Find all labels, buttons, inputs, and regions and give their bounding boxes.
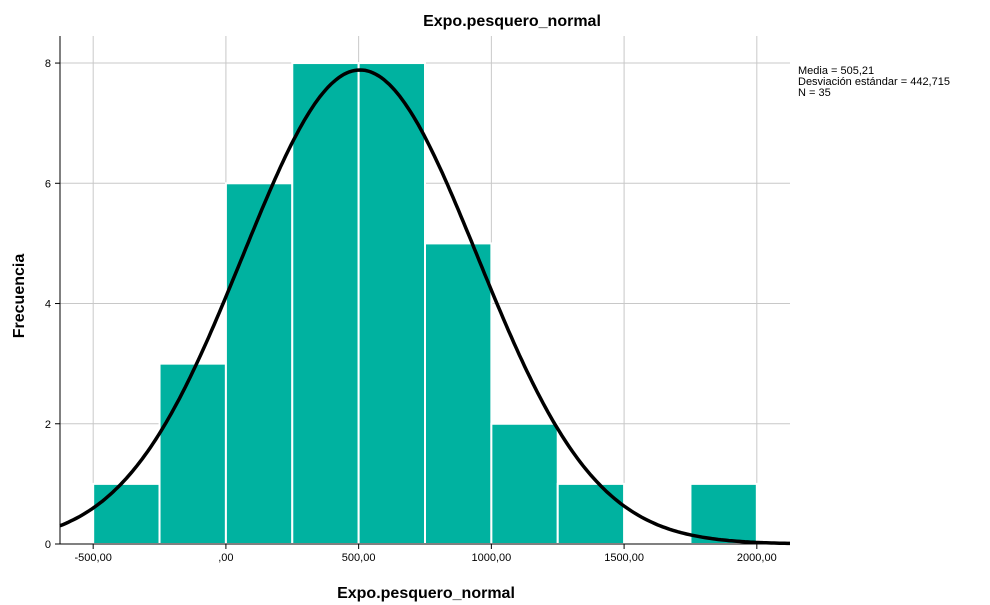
- chart-title: Expo.pesquero_normal: [423, 13, 601, 30]
- tick-labels: 0 2 4 6 8 -500,00 ,00 500,00 1000,00 1500,00 2000,…: [45, 58, 777, 564]
- x-tick-label: 500,00: [342, 552, 376, 564]
- histogram-bar: [158, 362, 227, 545]
- y-tick-label: 8: [45, 58, 51, 70]
- x-tick-label: -500,00: [75, 552, 112, 564]
- histogram-bar: [92, 482, 161, 545]
- histogram-bar: [490, 422, 559, 545]
- histogram-bar: [357, 62, 426, 545]
- y-tick-label: 0: [45, 539, 51, 551]
- stats-mean: Media = 505,21: [798, 65, 874, 77]
- x-tick-label: 1000,00: [471, 552, 511, 564]
- stats-n: N = 35: [798, 87, 831, 99]
- histogram-bar: [224, 182, 294, 545]
- histogram-bar: [689, 482, 758, 545]
- histogram-bar: [424, 242, 493, 545]
- x-tick-label: ,00: [218, 552, 233, 564]
- histogram-bar: [556, 482, 626, 545]
- y-tick-label: 4: [45, 299, 51, 311]
- axes: [55, 36, 790, 549]
- y-axis-label: Frecuencia: [11, 254, 28, 339]
- stats-legend: Media = 505,21 Desviación estándar = 442…: [798, 65, 950, 99]
- normal-curve: [59, 68, 790, 546]
- y-tick-label: 2: [45, 419, 51, 431]
- x-tick-label: 2000,00: [737, 552, 777, 564]
- x-tick-label: 1500,00: [604, 552, 644, 564]
- x-axis-label: Expo.pesquero_normal: [337, 585, 515, 602]
- stats-sd: Desviación estándar = 442,715: [798, 76, 950, 88]
- y-tick-label: 6: [45, 178, 51, 190]
- histogram-bar: [291, 62, 360, 545]
